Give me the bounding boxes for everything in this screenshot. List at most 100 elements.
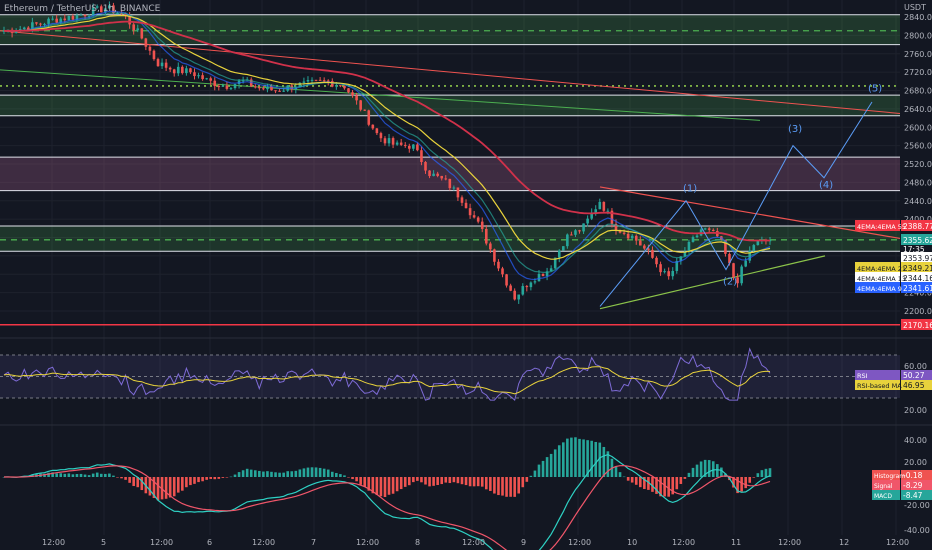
candle-body [326,80,330,82]
macd-histogram-bar [395,477,399,492]
price-tick-label: 2600.00 [904,123,932,132]
rsi-value-box [901,380,932,390]
candle-body [75,15,79,20]
macd-histogram-bar [116,477,119,478]
candle-body [43,23,46,25]
macd-histogram-bar [691,467,695,477]
candle-body [262,88,265,90]
price-tag-value: 2341.61 [903,284,932,293]
candle-body [517,294,521,300]
macd-histogram-bar [416,477,419,481]
candle-body [128,16,131,25]
candle-body [213,80,217,87]
candle-body [634,235,638,241]
macd-histogram-bar [132,477,135,487]
candle-body [278,90,281,92]
macd-histogram-bar [253,470,257,477]
rsi-tick-label: 20.00 [904,406,927,415]
macd-histogram-bar [667,477,670,497]
macd-histogram-bar [606,451,610,477]
macd-histogram-bar [383,477,387,498]
candle-body [71,16,75,20]
candle-body [667,271,670,277]
candle-body [55,18,58,23]
macd-label: MACD [874,493,892,500]
macd-histogram-bar [237,472,241,477]
rsi-value-box [901,370,932,380]
macd-histogram-bar [663,477,666,497]
candle-body [675,261,679,271]
candle-body [420,150,423,163]
candle-body [225,85,229,89]
price-tick-label: 2800.00 [904,31,932,40]
candle-body [266,86,269,90]
candle-body [484,228,488,244]
macd-histogram-bar [699,461,703,477]
price-tag-box [901,282,932,293]
candle-body [241,80,245,82]
candle-body [298,82,302,88]
macd-histogram-bar [711,461,715,477]
macd-histogram-bar [55,473,58,477]
currency-label: USDT [904,3,926,12]
resistance-trendline [599,186,901,240]
candle-body [274,90,277,92]
candle-body [501,268,504,275]
price-tick-label: 2680.00 [904,87,932,96]
macd-histogram-bar [549,453,553,477]
macd-histogram-bar [752,477,756,478]
macd-histogram-bar [209,477,212,479]
time-tick-label: 10 [627,538,637,547]
macd-histogram-bar [335,472,338,477]
macd-value: -0.18 [903,471,923,480]
signal-line [4,464,771,550]
macd-histogram-bar [310,467,314,477]
time-tick-label: 12:00 [462,538,485,547]
macd-histogram-bar [168,477,172,498]
macd-histogram-bar [87,475,91,477]
macd-histogram-bar [671,477,675,495]
macd-histogram-bar [367,477,371,491]
candle-body [728,253,731,264]
candle-body [14,31,18,33]
candle-body [671,270,675,277]
macd-histogram-bar [679,477,683,484]
macd-histogram-bar [314,467,318,477]
macd-label-box [872,490,900,500]
candle-body [282,90,285,92]
macd-histogram-bar [525,477,529,482]
macd-histogram-bar [330,471,334,477]
macd-tick-label: 20.00 [904,458,927,467]
candle-body [659,264,662,273]
rsi-ma-line [3,366,771,395]
macd-histogram-bar [562,442,565,477]
macd-value: -8.29 [903,481,923,490]
candle-body [505,274,508,286]
price-tick-label: 2240.00 [904,289,932,298]
price-tag-box [901,252,932,263]
macd-line [3,453,771,550]
candle-body [432,173,435,177]
macd-histogram-bar [517,477,521,494]
macd-histogram-bar [359,477,362,485]
candle-body [732,263,735,278]
macd-histogram-bar [768,468,772,477]
candle-body [193,72,196,77]
candle-body [322,80,326,82]
candle-body [221,85,225,87]
macd-histogram-bar [136,477,140,488]
macd-histogram-bar [229,476,233,478]
candle-body [343,85,346,89]
price-tick-label: 2840.00 [904,13,932,22]
macd-histogram-bar [318,467,322,477]
candle-body [156,59,160,67]
macd-histogram-bar [95,472,99,477]
macd-histogram-bar [412,477,415,483]
price-tag-value: 2344.16 [903,274,932,283]
candle-body [330,81,334,87]
macd-histogram-bar [108,473,111,477]
price-tag-box [901,319,932,330]
macd-histogram-bar [112,475,115,477]
candle-body [87,16,91,18]
